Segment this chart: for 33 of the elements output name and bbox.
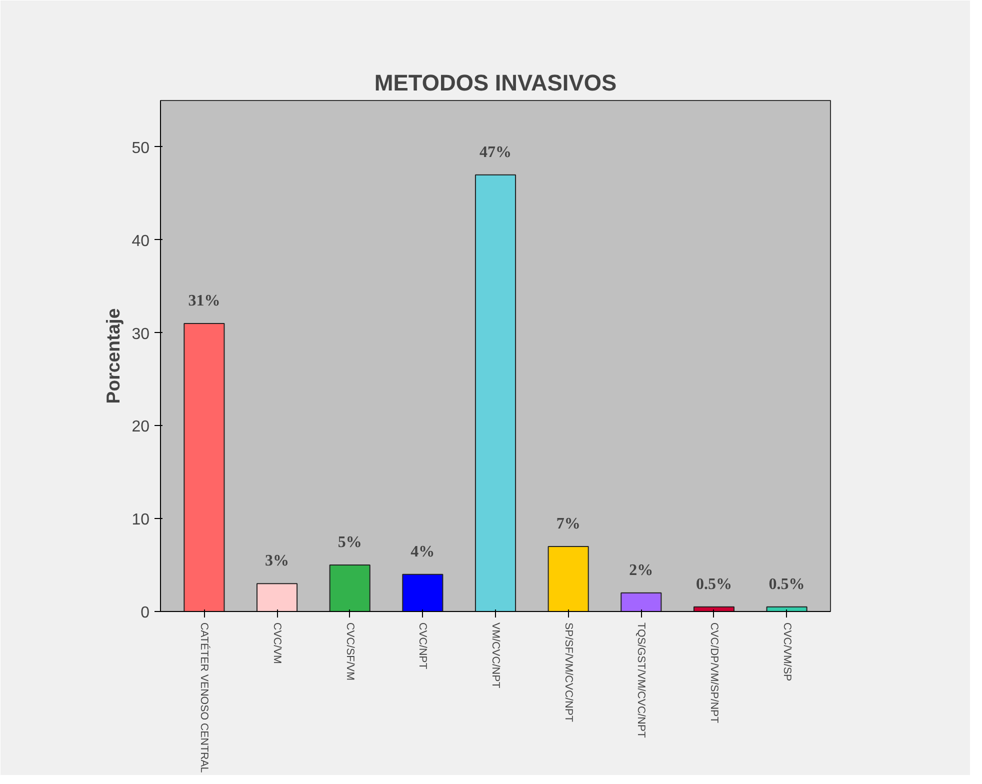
- data-label: 47%: [480, 144, 512, 161]
- bar: [256, 583, 298, 612]
- x-tick-label: CVC/DP/VM/SP/NPT: [708, 622, 720, 724]
- data-label: 2%: [629, 562, 654, 579]
- data-label: 4%: [410, 543, 435, 560]
- data-label: 0.5%: [768, 576, 805, 593]
- x-tick-label: TQS/GST/VM/CVC/NPT: [635, 622, 648, 738]
- bar: [474, 174, 516, 612]
- data-label: 0.5%: [696, 576, 732, 593]
- y-tick-label: 0: [140, 604, 150, 622]
- data-label: 31%: [188, 292, 220, 310]
- bar: [184, 322, 225, 612]
- data-label: 3%: [265, 552, 290, 570]
- x-tick-label: CVC/NPT: [416, 622, 429, 670]
- y-tick-label: 30: [132, 326, 150, 343]
- x-tick-label: VM/CVC/NPT: [490, 622, 502, 689]
- x-tick-label: SP/SF/VM/CVC/NPT: [562, 622, 574, 722]
- x-tick-label: CVC/VM/SP: [780, 622, 793, 682]
- bar: [402, 574, 444, 612]
- bar: [620, 592, 662, 612]
- y-tick-label: 10: [132, 512, 150, 529]
- y-tick-label: 40: [132, 232, 150, 250]
- data-label: 7%: [556, 515, 580, 532]
- x-tick-label: CVC/VM: [271, 622, 284, 664]
- data-label: 5%: [338, 534, 362, 552]
- bar: [548, 546, 589, 612]
- y-tick-label: 20: [132, 418, 150, 436]
- y-tick-label: 50: [132, 140, 150, 157]
- bar: [329, 564, 370, 612]
- y-axis-title: Porcentaje: [102, 308, 124, 404]
- x-tick-label: CATÉTER VENOSO CENTRAL: [198, 622, 212, 773]
- chart-title: METODOS INVASIVOS: [374, 70, 617, 96]
- x-tick-label: CVC/SF/VM: [344, 622, 356, 681]
